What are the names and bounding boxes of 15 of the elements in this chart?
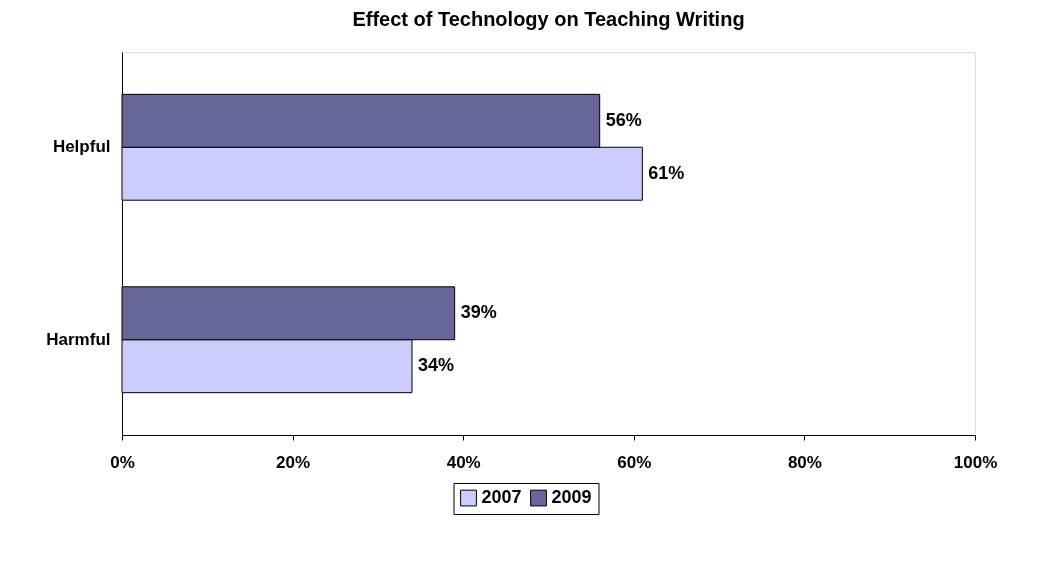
data-label: 39% — [460, 302, 497, 323]
x-tick-label: 40% — [446, 452, 481, 472]
y-tick-label: Helpful — [52, 137, 111, 157]
legend-label: 2009 — [551, 487, 592, 508]
x-tick-label: 20% — [276, 452, 311, 472]
x-tick-label: 80% — [787, 452, 822, 472]
data-label: 61% — [648, 162, 685, 183]
legend-label: 2007 — [481, 487, 522, 508]
x-tick-label: 60% — [617, 452, 652, 472]
x-tick-label: 100% — [953, 452, 998, 472]
data-label: 56% — [605, 109, 642, 130]
x-tick-label: 0% — [110, 452, 135, 472]
chart-title: Effect of Technology on Teaching Writing — [352, 8, 745, 30]
data-label: 34% — [418, 355, 455, 376]
y-tick-label: Harmful — [46, 329, 111, 349]
